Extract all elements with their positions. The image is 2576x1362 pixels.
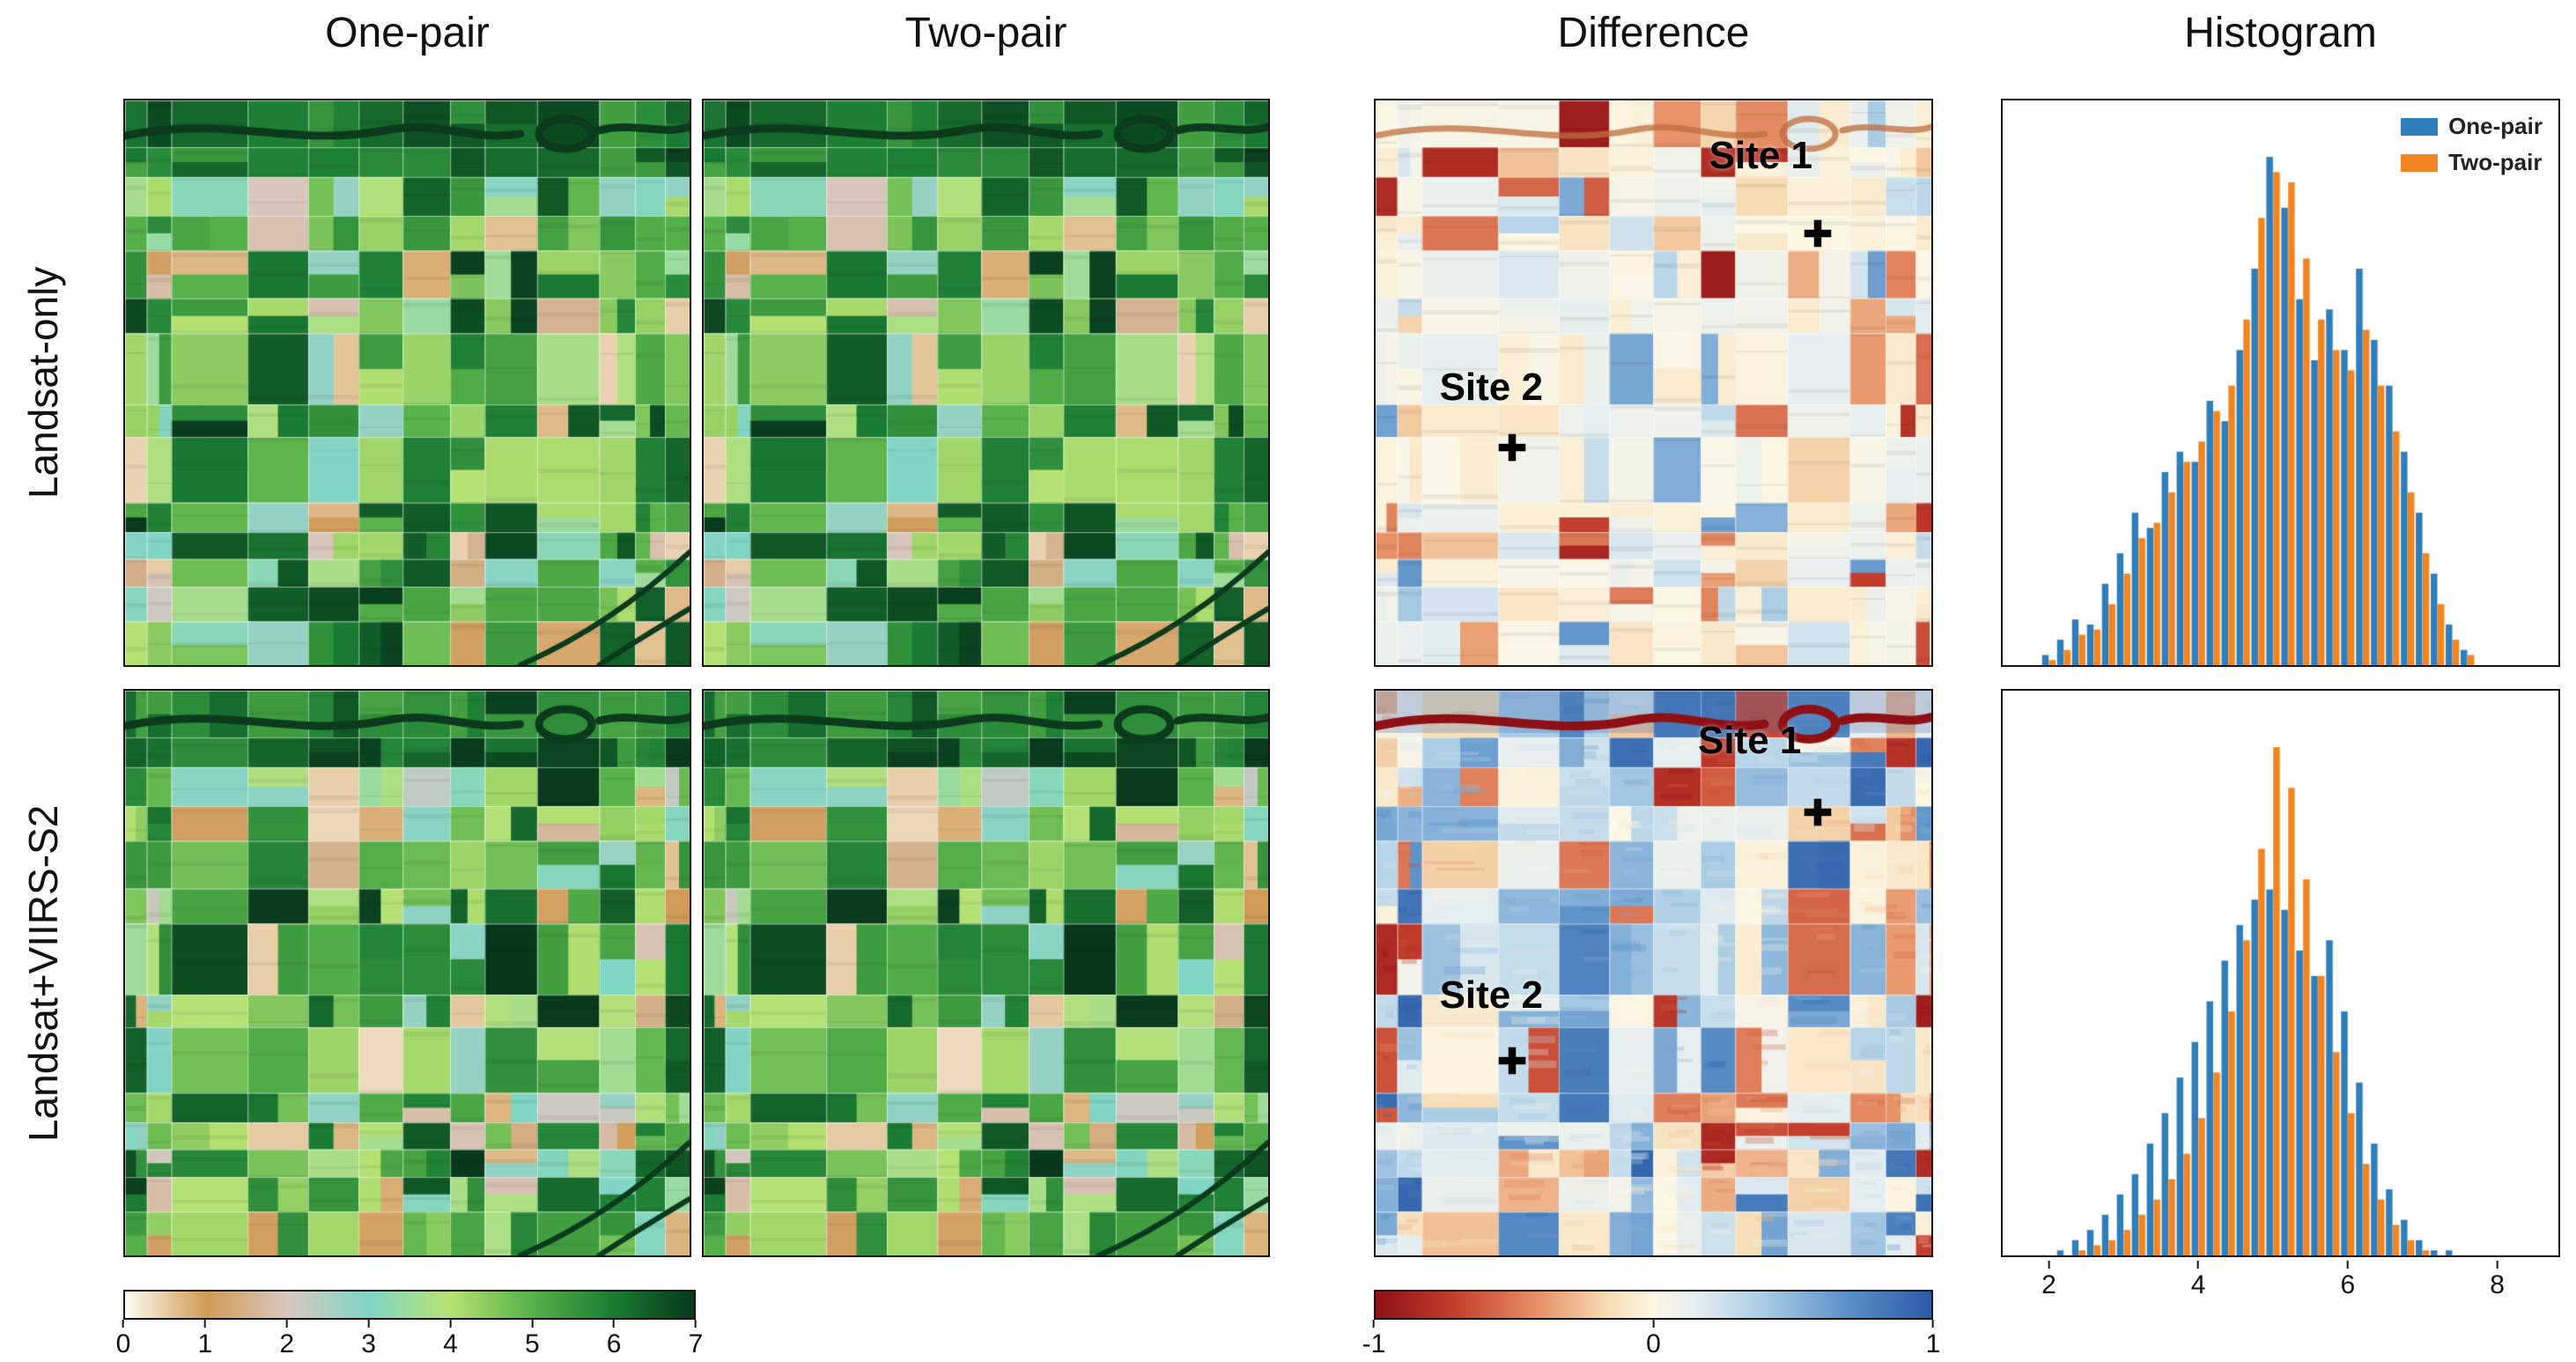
column-header-histogram: Histogram [2184,10,2377,56]
colorbar-tick-label: 1 [1926,1320,1940,1359]
site-label: Site 2 [1439,366,1543,410]
column-header-difference: Difference [1557,10,1750,56]
et-map-canvas [125,691,690,1255]
panel-histogram-viirs [2001,689,2560,1257]
panel-histogram-landsat: One-pair Two-pair [2001,99,2560,667]
site-label: Site 2 [1439,973,1543,1017]
column-header-two-pair: Two-pair [904,10,1067,56]
colorbar-tick-label: 0 [116,1320,130,1359]
difference-colorbar-ticks: -1 0 1 [1362,1320,1940,1362]
row-label-landsat-viirs-s2: Landsat+VIIRS-S2 [20,804,66,1142]
et-map-canvas [125,100,690,665]
et-map-canvas [704,691,1268,1255]
colorbar-tick-label: 7 [689,1320,703,1359]
panel-difference-landsat: Site 1 Site 2 [1374,99,1933,667]
legend-label-one-pair: One-pair [2448,113,2543,139]
colorbar-tick-label: 6 [607,1320,621,1359]
difference-map-canvas [1376,691,1931,1255]
x-tick-label: 6 [2341,1261,2355,1300]
site-label: Site 1 [1709,134,1812,178]
legend-item-one-pair: One-pair [2401,113,2543,140]
histogram-canvas [2003,691,2558,1255]
histogram-legend: One-pair Two-pair [2401,113,2543,176]
column-header-one-pair: One-pair [325,10,490,56]
panel-difference-viirs: Site 1 Site 2 [1374,689,1933,1257]
panel-et-viirs-two-pair [702,689,1270,1257]
et-colorbar-ticks: 0 1 2 3 4 5 6 7 [116,1320,703,1362]
x-tick-label: 2 [2041,1261,2056,1300]
site-label: Site 1 [1697,719,1802,763]
panel-et-landsat-two-pair [702,99,1270,667]
colorbar-tick-label: 1 [198,1320,212,1359]
site-marker-plus-icon [1498,433,1525,462]
difference-colorbar [1374,1290,1933,1320]
site-marker-plus-icon [1804,798,1831,826]
colorbar-tick-label: 3 [361,1320,376,1359]
colorbar-tick-label: 5 [525,1320,540,1359]
et-map-canvas [704,100,1268,665]
legend-swatch-two-pair [2401,153,2439,172]
site-marker-plus-icon [1498,1047,1525,1075]
legend-item-two-pair: Two-pair [2401,149,2543,176]
site-marker-plus-icon [1804,219,1831,247]
et-colorbar [123,1290,696,1320]
panel-et-landsat-one-pair [123,99,691,667]
difference-map-canvas [1376,100,1931,665]
x-tick-label: 4 [2191,1261,2205,1300]
legend-swatch-one-pair [2401,117,2439,136]
row-label-landsat-only: Landsat-only [20,266,66,500]
colorbar-tick-label: -1 [1362,1320,1385,1359]
histogram-x-axis-ticks: 2 4 6 8 [2001,1261,2560,1303]
colorbar-tick-label: 2 [279,1320,294,1359]
panel-et-viirs-one-pair [123,689,691,1257]
colorbar-tick-label: 4 [443,1320,458,1359]
colorbar-tick-label: 0 [1646,1320,1661,1359]
histogram-canvas [2003,100,2558,665]
x-tick-label: 8 [2490,1261,2505,1300]
legend-label-two-pair: Two-pair [2448,149,2543,175]
